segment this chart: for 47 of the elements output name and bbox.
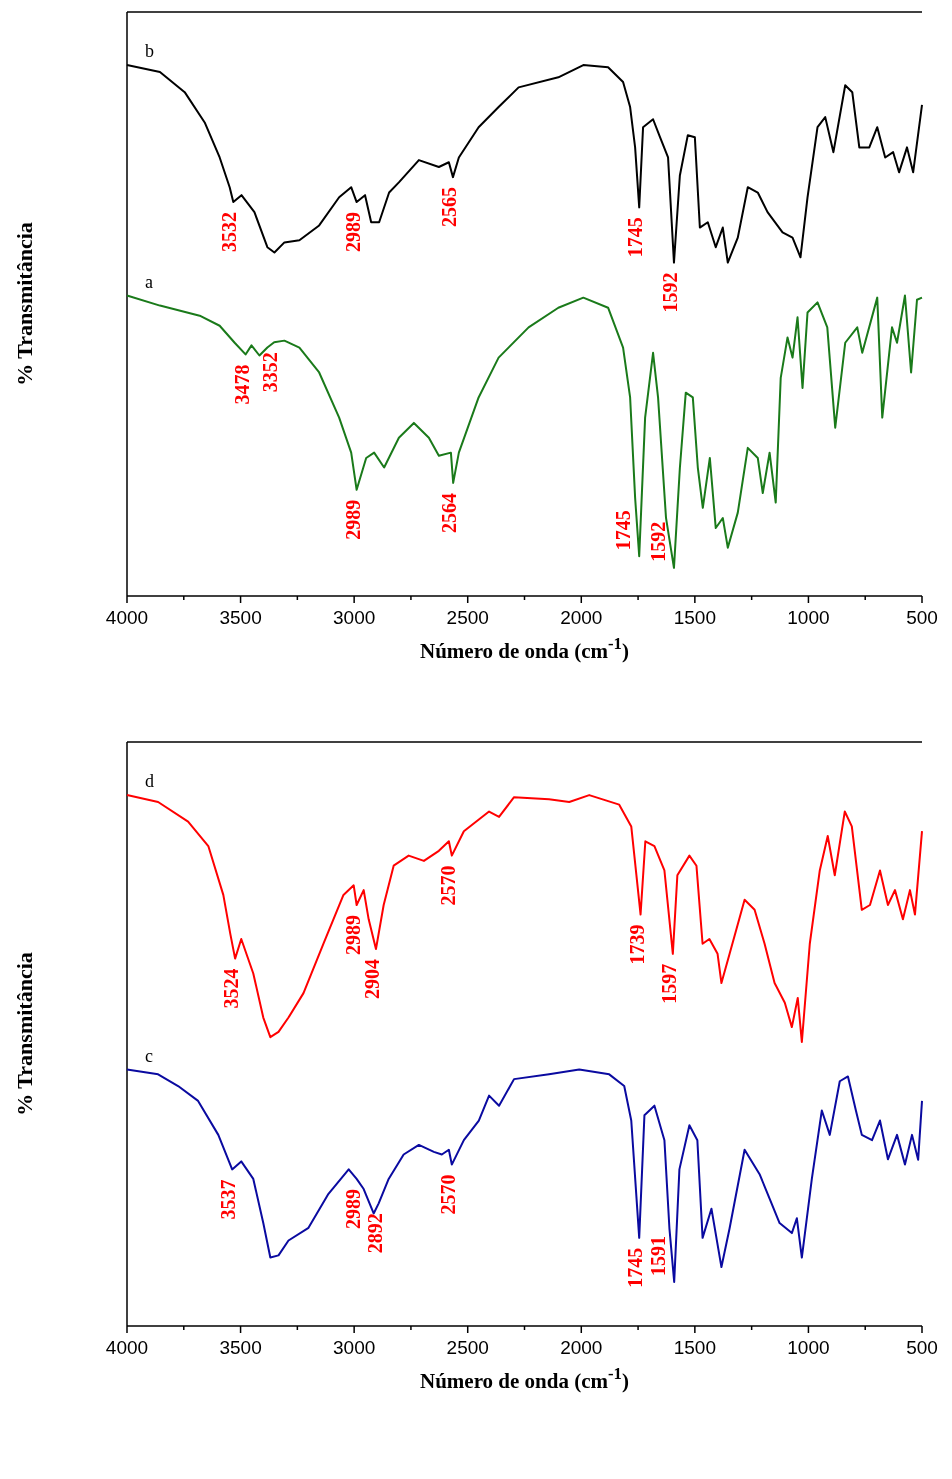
x-tick-label: 2000 bbox=[560, 1337, 603, 1358]
y-axis-title: % Transmitância bbox=[12, 952, 37, 1116]
annotation: 3532 bbox=[218, 212, 241, 253]
annotation: 2989 bbox=[341, 212, 364, 253]
x-tick-label: 4000 bbox=[105, 1337, 149, 1358]
x-tick-label: 1000 bbox=[787, 1337, 830, 1358]
x-tick-label: 3000 bbox=[333, 607, 376, 628]
x-tick-label: 500 bbox=[906, 1337, 938, 1358]
annotation: 2989 bbox=[341, 914, 364, 955]
annotation: 1745 bbox=[624, 217, 647, 258]
annotation: 3352 bbox=[259, 352, 282, 393]
annotation: 3537 bbox=[217, 1179, 240, 1220]
annotation: 2570 bbox=[436, 865, 459, 906]
annotation: 2989 bbox=[341, 499, 364, 540]
x-tick-label: 1500 bbox=[673, 607, 716, 628]
x-tick-label: 2000 bbox=[560, 607, 603, 628]
x-axis-title: Número de onda (cm$^{-1}$) bbox=[420, 633, 629, 663]
x-tick-label: 3500 bbox=[219, 607, 262, 628]
annotation: 1597 bbox=[657, 963, 680, 1004]
series-label: d bbox=[145, 771, 154, 792]
annotation: 1592 bbox=[646, 521, 669, 562]
annotation: 1739 bbox=[625, 924, 648, 965]
x-tick-label: 1000 bbox=[787, 607, 830, 628]
y-axis-title: % Transmitância bbox=[12, 222, 37, 386]
annotation: 3524 bbox=[220, 968, 243, 1009]
annotation: 1745 bbox=[624, 1247, 647, 1288]
annotation: 2570 bbox=[436, 1174, 459, 1215]
series-label: c bbox=[145, 1045, 153, 1066]
x-tick-label: 3500 bbox=[219, 1337, 262, 1358]
annotation: 2989 bbox=[341, 1188, 364, 1229]
annotation: 2904 bbox=[360, 959, 383, 1000]
x-axis-title: Número de onda (cm$^{-1}$) bbox=[420, 1363, 629, 1393]
x-tick-label: 2500 bbox=[446, 607, 489, 628]
annotation: 1745 bbox=[612, 510, 635, 551]
x-tick-label: 3000 bbox=[333, 1337, 376, 1358]
annotation: 2565 bbox=[437, 187, 460, 228]
annotation: 1591 bbox=[647, 1235, 670, 1276]
x-tick-label: 500 bbox=[906, 607, 938, 628]
annotation: 2892 bbox=[363, 1213, 386, 1254]
x-tick-label: 1500 bbox=[673, 1337, 716, 1358]
series-label: a bbox=[145, 271, 153, 292]
annotation: 3478 bbox=[230, 364, 253, 405]
x-tick-label: 4000 bbox=[105, 607, 149, 628]
annotation: 2564 bbox=[438, 492, 461, 533]
x-tick-label: 2500 bbox=[446, 1337, 489, 1358]
series-label: b bbox=[145, 41, 154, 62]
annotation: 1592 bbox=[658, 272, 681, 313]
